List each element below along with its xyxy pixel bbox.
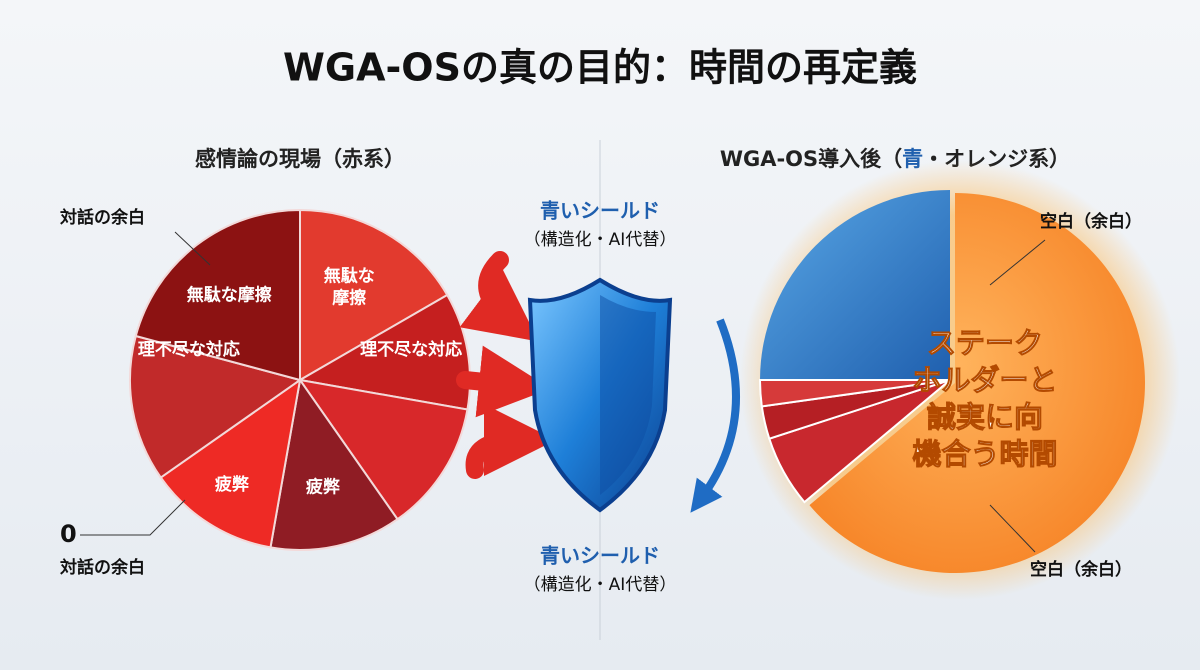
shield-title: 青いシールド bbox=[540, 199, 660, 223]
callout-label: 空白（余白） bbox=[1030, 559, 1132, 580]
callout-label: 対話の余白 bbox=[59, 207, 145, 228]
zero-label: 0 bbox=[60, 520, 77, 548]
shield-subtitle: （構造化・AI代替） bbox=[524, 230, 677, 250]
pie-slice bbox=[269, 377, 399, 551]
slice-label: 無駄な bbox=[324, 265, 375, 286]
shield-title: 青いシールド bbox=[540, 544, 660, 568]
red-arrows bbox=[456, 251, 556, 479]
arrow bbox=[459, 251, 539, 342]
arrow bbox=[456, 345, 551, 418]
focus-line: ホルダーと bbox=[912, 363, 1057, 397]
slice-label: 無駄な摩擦 bbox=[187, 285, 272, 306]
pie-slice bbox=[299, 208, 449, 382]
pie-slice bbox=[134, 208, 301, 382]
focus-line: 機合う時間 bbox=[912, 437, 1057, 471]
heading-part: WGA-OS導入後（ bbox=[720, 147, 902, 171]
pie-slice bbox=[758, 379, 951, 408]
pie-slice bbox=[297, 293, 471, 411]
pie-slice bbox=[297, 378, 469, 521]
slice-label: 疲弊 bbox=[215, 474, 250, 495]
pie-slice bbox=[159, 377, 302, 549]
slice-label: 摩擦 bbox=[332, 287, 366, 308]
leader-line bbox=[989, 239, 1046, 286]
arrow bbox=[465, 404, 556, 479]
slice-label: 理不尽な対応 bbox=[138, 339, 240, 360]
right-pie bbox=[740, 160, 1180, 600]
pie-slice bbox=[760, 190, 950, 380]
shield bbox=[527, 277, 673, 513]
slice-label: 疲弊 bbox=[306, 477, 341, 498]
title: WGA-OSの真の目的：時間の再定義 bbox=[283, 46, 917, 90]
callout-label: 対話の余白 bbox=[59, 557, 145, 578]
focus-line: 誠実に向 bbox=[927, 400, 1043, 434]
pie-slice bbox=[129, 334, 303, 479]
leader-line bbox=[174, 231, 211, 266]
slice-label: 理不尽な対応 bbox=[360, 339, 462, 360]
callout-label: 空白（余白） bbox=[1040, 211, 1142, 232]
blue-arrow bbox=[690, 318, 740, 513]
pie-slice bbox=[809, 193, 1145, 573]
left-heading: 感情論の現場（赤系） bbox=[195, 147, 405, 171]
leader-line bbox=[989, 504, 1036, 553]
shield-subtitle: （構造化・AI代替） bbox=[524, 575, 677, 595]
focus-line: ステーク bbox=[927, 326, 1043, 360]
right-heading: WGA-OS導入後（青・オレンジ系） bbox=[720, 147, 1070, 171]
leader-line bbox=[80, 499, 186, 536]
